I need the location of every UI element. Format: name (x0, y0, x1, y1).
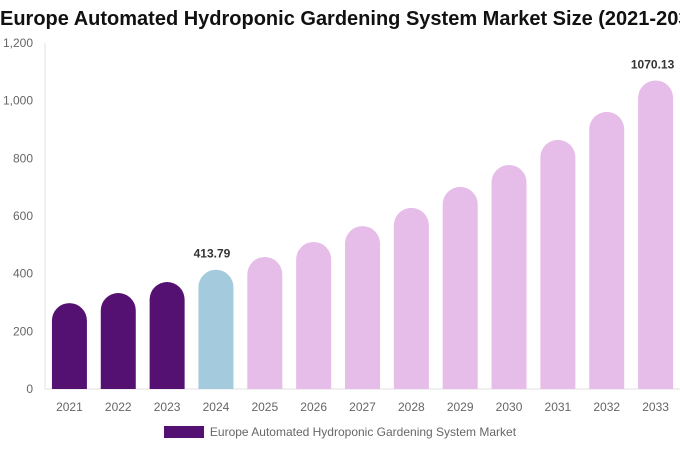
bar-2024 (198, 269, 234, 389)
y-tick-label: 1,000 (3, 94, 33, 108)
x-tick-label: 2026 (300, 400, 327, 414)
x-tick-label: 2023 (154, 400, 181, 414)
x-tick-label: 2030 (496, 400, 523, 414)
bar-2029 (442, 186, 478, 389)
data-label-2024: 413.79 (194, 247, 231, 261)
y-tick-label: 400 (13, 267, 33, 281)
y-tick-label: 0 (26, 382, 33, 396)
chart-title: Europe Automated Hydroponic Gardening Sy… (0, 8, 680, 30)
y-tick-label: 1,200 (3, 36, 33, 50)
bar-2022 (100, 292, 136, 389)
bar-2030 (491, 164, 527, 389)
bar-chart: 0 200 400 600 800 1,000 1,200 2021 2022 2023 2024 4… (3, 36, 680, 414)
legend-label: Europe Automated Hydroponic Gardening Sy… (209, 425, 517, 439)
bar-2032 (589, 111, 625, 389)
bar-2033 (638, 80, 674, 389)
bar-2026 (296, 241, 332, 389)
x-tick-label: 2033 (642, 400, 669, 414)
x-tick-label: 2024 (203, 400, 230, 414)
legend: Europe Automated Hydroponic Gardening Sy… (0, 425, 680, 439)
y-tick-label: 200 (13, 324, 33, 338)
legend-swatch (163, 426, 204, 438)
bar-2028 (393, 207, 429, 389)
y-tick-label: 600 (13, 209, 33, 223)
x-tick-label: 2022 (105, 400, 132, 414)
x-tick-label: 2029 (447, 400, 474, 414)
x-tick-label: 2025 (251, 400, 278, 414)
bar-2027 (345, 226, 380, 389)
x-tick-label: 2028 (398, 400, 425, 414)
x-tick-label: 2021 (56, 400, 83, 414)
bar-2023 (149, 282, 185, 389)
x-tick-label: 2027 (349, 400, 376, 414)
y-tick-label: 800 (13, 151, 33, 165)
x-tick-label: 2032 (593, 400, 620, 414)
bar-2021 (51, 303, 87, 389)
bar-2031 (540, 139, 576, 389)
data-label-2033: 1070.13 (631, 57, 675, 71)
x-tick-label: 2031 (545, 400, 572, 414)
bar-2025 (247, 256, 283, 389)
